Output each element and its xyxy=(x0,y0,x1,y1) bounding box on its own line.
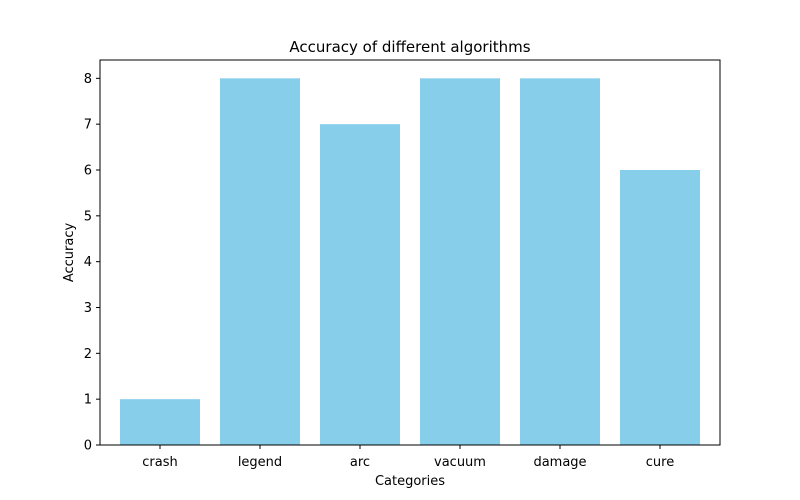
y-tick-label: 4 xyxy=(84,255,92,270)
bar-damage xyxy=(520,78,600,445)
x-axis-ticks: crash legend arc vacuum damage cure xyxy=(142,445,674,470)
y-axis-ticks: 0 1 2 3 4 5 6 7 8 xyxy=(84,72,100,454)
bar-arc xyxy=(320,124,400,446)
bar-crash xyxy=(120,399,200,445)
y-tick-label: 8 xyxy=(84,72,92,87)
y-tick-label: 7 xyxy=(84,118,92,133)
y-tick-label: 5 xyxy=(84,209,92,224)
x-tick-label: cure xyxy=(646,455,674,470)
y-axis-label: Accuracy xyxy=(62,223,77,283)
y-tick-label: 6 xyxy=(84,164,92,179)
x-tick-label: legend xyxy=(238,455,282,470)
x-tick-label: arc xyxy=(350,455,370,470)
y-tick-label: 0 xyxy=(84,439,92,454)
bars-group xyxy=(120,78,700,446)
y-tick-label: 3 xyxy=(84,301,92,316)
x-tick-label: damage xyxy=(533,455,586,470)
x-tick-label: vacuum xyxy=(434,455,486,470)
x-tick-label: crash xyxy=(142,455,177,470)
chart-title: Accuracy of different algorithms xyxy=(289,38,530,56)
bar-cure xyxy=(620,170,700,445)
bar-vacuum xyxy=(420,78,500,445)
y-tick-label: 1 xyxy=(84,393,92,408)
bar-legend xyxy=(220,78,300,445)
x-axis-label: Categories xyxy=(375,474,445,489)
plot-frame xyxy=(99,59,721,446)
y-tick-label: 2 xyxy=(84,347,92,362)
